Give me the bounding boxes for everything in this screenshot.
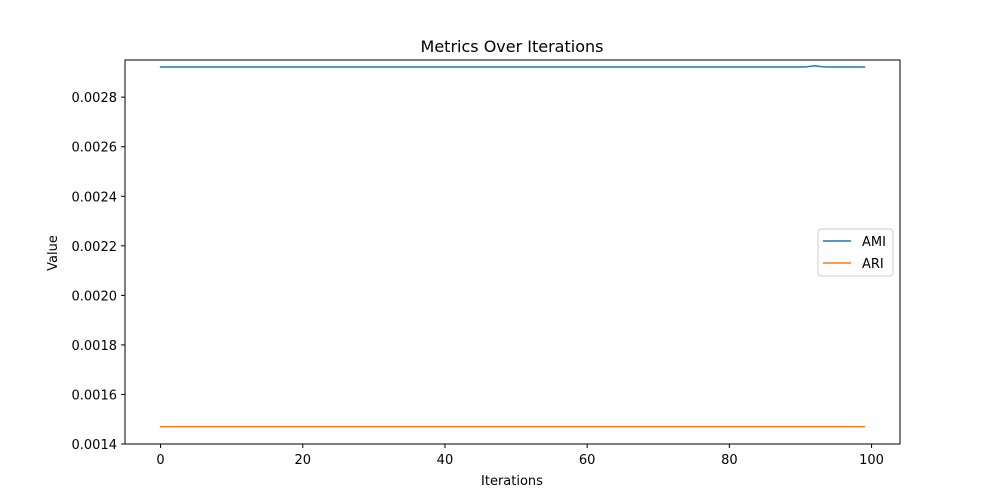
y-tick-label: 0.0024 (72, 190, 118, 205)
x-axis-label: Iterations (481, 474, 543, 489)
x-tick-label: 40 (437, 453, 454, 468)
legend: AMI ARI (817, 228, 894, 277)
legend-label-ami: AMI (862, 235, 886, 250)
plot-frame (124, 59, 901, 445)
y-tick-label: 0.0020 (72, 289, 118, 304)
y-tick-label: 0.0014 (72, 438, 118, 453)
y-tick-label: 0.0016 (72, 388, 118, 403)
x-tick-label: 0 (156, 453, 164, 468)
x-tick-label: 60 (579, 453, 596, 468)
y-tick-label: 0.0028 (72, 91, 118, 106)
y-axis: 0.0014 0.0016 0.0018 0.0020 0.0022 0.0024 0.00… (72, 91, 125, 453)
series-line-ami (159, 64, 866, 68)
y-tick-label: 0.0026 (72, 141, 118, 156)
series-lines (159, 64, 866, 428)
x-tick-label: 100 (859, 453, 884, 468)
x-tick-label: 20 (294, 453, 311, 468)
legend-label-ari: ARI (862, 257, 884, 272)
chart-title: Metrics Over Iterations (421, 37, 604, 56)
y-tick-label: 0.0022 (72, 240, 118, 255)
x-tick-label: 80 (721, 453, 738, 468)
y-axis-label: Value (46, 235, 61, 271)
x-axis: 0 20 40 60 80 100 (156, 444, 884, 468)
y-tick-label: 0.0018 (72, 339, 118, 354)
